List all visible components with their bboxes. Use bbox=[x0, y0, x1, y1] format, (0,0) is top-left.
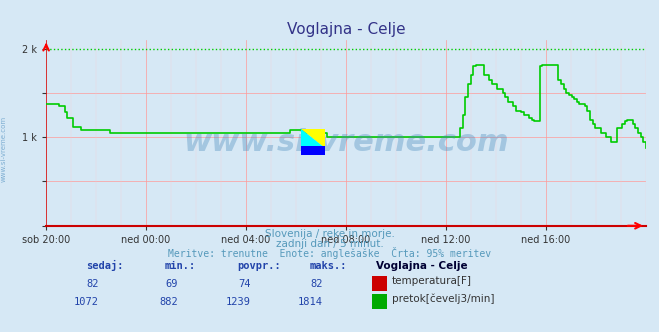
Text: sedaj:: sedaj: bbox=[86, 260, 123, 271]
Text: temperatura[F]: temperatura[F] bbox=[392, 276, 472, 286]
Text: www.si-vreme.com: www.si-vreme.com bbox=[0, 116, 7, 183]
Text: 1072: 1072 bbox=[74, 297, 99, 307]
Text: 1239: 1239 bbox=[225, 297, 250, 307]
Text: 69: 69 bbox=[165, 279, 178, 289]
FancyBboxPatch shape bbox=[301, 146, 325, 155]
Text: zadnji dan / 5 minut.: zadnji dan / 5 minut. bbox=[275, 239, 384, 249]
Text: min.:: min.: bbox=[165, 261, 196, 271]
Title: Voglajna - Celje: Voglajna - Celje bbox=[287, 22, 405, 37]
Text: Slovenija / reke in morje.: Slovenija / reke in morje. bbox=[264, 229, 395, 239]
Text: maks.:: maks.: bbox=[310, 261, 347, 271]
Text: 82: 82 bbox=[86, 279, 99, 289]
Text: Meritve: trenutne  Enote: anglešaške  Črta: 95% meritev: Meritve: trenutne Enote: anglešaške Črta… bbox=[168, 247, 491, 259]
Text: Voglajna - Celje: Voglajna - Celje bbox=[376, 261, 467, 271]
Text: pretok[čevelj3/min]: pretok[čevelj3/min] bbox=[392, 293, 495, 304]
Text: www.si-vreme.com: www.si-vreme.com bbox=[183, 127, 509, 157]
Polygon shape bbox=[301, 129, 325, 148]
Polygon shape bbox=[301, 129, 325, 148]
Text: 74: 74 bbox=[238, 279, 250, 289]
Text: 1814: 1814 bbox=[298, 297, 323, 307]
Text: 882: 882 bbox=[159, 297, 178, 307]
Text: povpr.:: povpr.: bbox=[237, 261, 281, 271]
Text: 82: 82 bbox=[310, 279, 323, 289]
